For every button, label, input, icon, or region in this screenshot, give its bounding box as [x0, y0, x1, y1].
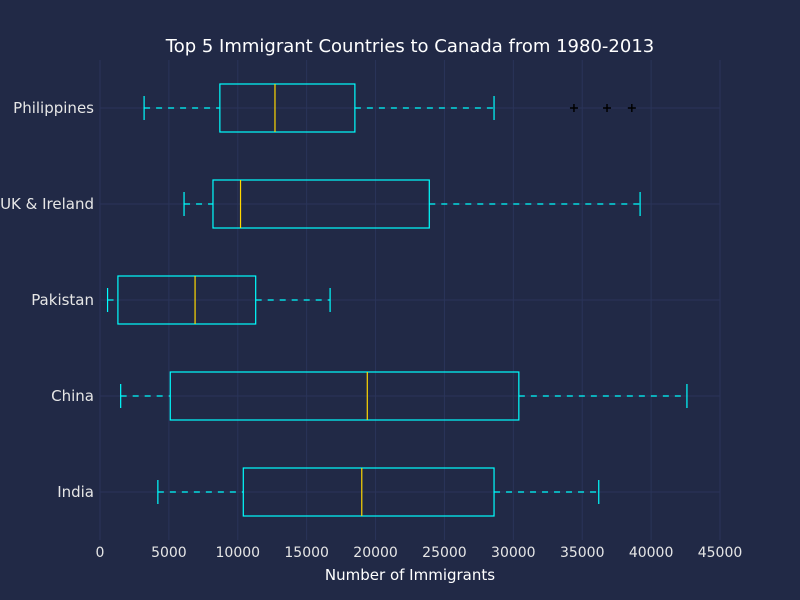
x-tick-label: 40000 — [629, 545, 674, 561]
flier-marker — [627, 104, 636, 112]
box-group — [183, 179, 641, 229]
y-tick-label: Philippines — [13, 99, 94, 117]
box-group — [120, 371, 688, 421]
x-tick-label: 5000 — [151, 545, 187, 561]
iqr-box — [212, 179, 430, 229]
x-axis-ticks: 0 5000 10000 15000 20000 25000 30000 35000 40000… — [96, 545, 743, 561]
y-tick-label: Pakistan — [31, 291, 94, 309]
iqr-box — [117, 275, 257, 325]
x-tick-label: 15000 — [284, 545, 329, 561]
x-tick-label: 35000 — [560, 545, 605, 561]
x-tick-label: 10000 — [216, 545, 261, 561]
x-tick-label: 25000 — [422, 545, 467, 561]
x-tick-label: 0 — [96, 545, 105, 561]
iqr-box — [242, 467, 495, 517]
x-tick-label: 30000 — [491, 545, 536, 561]
iqr-box — [169, 371, 520, 421]
boxes — [106, 83, 688, 517]
x-tick-label: 45000 — [698, 545, 743, 561]
y-tick-label: India — [57, 483, 94, 501]
flier-marker — [603, 104, 612, 112]
y-tick-label: China — [51, 387, 94, 405]
y-tick-label: UK & Ireland — [0, 195, 94, 213]
grid — [99, 60, 721, 540]
box-group — [143, 83, 636, 133]
flier-marker — [569, 104, 578, 112]
box-group — [157, 467, 600, 517]
x-axis-label: Number of Immigrants — [325, 566, 495, 584]
chart-title: Top 5 Immigrant Countries to Canada from… — [165, 36, 654, 57]
x-tick-label: 20000 — [353, 545, 398, 561]
y-axis-ticks: India China Pakistan UK & Ireland Philippine… — [0, 99, 94, 501]
iqr-box — [219, 83, 356, 133]
box-group — [106, 275, 331, 325]
